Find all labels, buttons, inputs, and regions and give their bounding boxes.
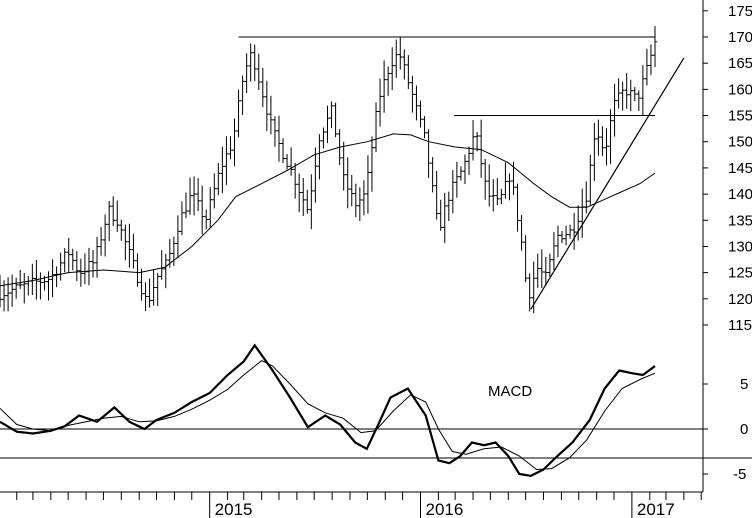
- macd-y-tick-label: -5: [733, 466, 746, 483]
- macd-y-tick-label: 0: [740, 421, 748, 438]
- year-label: 2015: [215, 500, 253, 518]
- price-y-tick-label: 130: [728, 238, 752, 255]
- price-panel: [0, 26, 685, 314]
- price-y-tick-label: 115: [728, 317, 752, 334]
- year-label: 2017: [637, 500, 675, 518]
- macd-signal-line: [0, 360, 656, 471]
- trendline: [530, 57, 685, 310]
- price-y-tick-label: 120: [728, 291, 752, 308]
- price-y-tick-label: 125: [728, 265, 752, 282]
- price-y-tick-label: 160: [728, 81, 752, 98]
- macd-y-tick-label: 5: [740, 376, 748, 393]
- macd-title: MACD: [488, 383, 532, 400]
- moving-average-line: [0, 133, 656, 287]
- macd-panel: MACD: [0, 343, 703, 477]
- price-y-tick-label: 140: [728, 186, 752, 203]
- price-y-tick-label: 150: [728, 134, 752, 151]
- year-label: 2016: [425, 500, 463, 518]
- price-y-tick-label: 155: [728, 108, 752, 125]
- price-y-tick-label: 145: [728, 160, 752, 177]
- price-y-tick-label: 175: [728, 3, 752, 20]
- price-y-tick-label: 170: [728, 29, 752, 46]
- price-y-tick-label: 165: [728, 55, 752, 72]
- price-y-tick-label: 135: [728, 212, 752, 229]
- macd-line: [0, 343, 656, 477]
